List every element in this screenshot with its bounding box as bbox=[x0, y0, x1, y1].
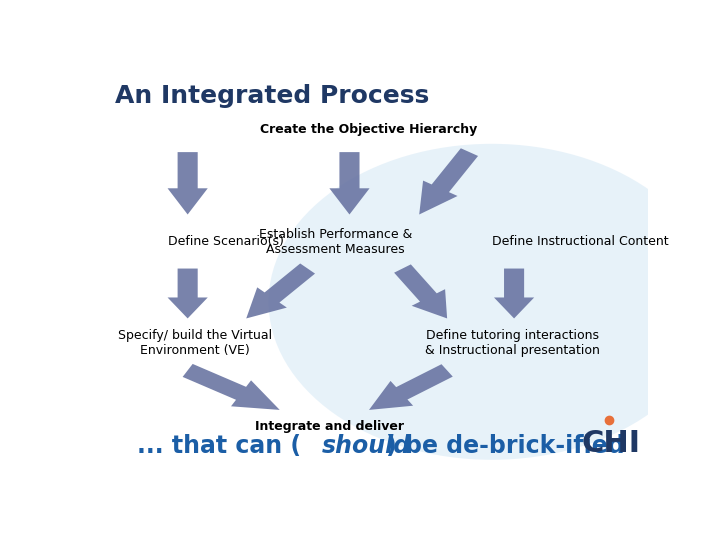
Polygon shape bbox=[419, 148, 478, 214]
Polygon shape bbox=[494, 268, 534, 319]
Polygon shape bbox=[329, 152, 369, 214]
Text: An Integrated Process: An Integrated Process bbox=[115, 84, 429, 107]
Text: Define Scenario(s): Define Scenario(s) bbox=[168, 235, 284, 248]
Text: should: should bbox=[322, 434, 410, 458]
Text: Integrate and deliver: Integrate and deliver bbox=[256, 420, 405, 433]
Text: Specify/ build the Virtual
Environment (VE): Specify/ build the Virtual Environment (… bbox=[118, 329, 272, 357]
Polygon shape bbox=[168, 152, 208, 214]
Polygon shape bbox=[246, 264, 315, 319]
Text: Create the Objective Hierarchy: Create the Objective Hierarchy bbox=[261, 123, 477, 136]
Text: ... that can (: ... that can ( bbox=[138, 434, 302, 458]
Text: CHI: CHI bbox=[581, 429, 640, 458]
Polygon shape bbox=[369, 364, 453, 410]
Ellipse shape bbox=[269, 144, 715, 460]
Text: Define Instructional Content: Define Instructional Content bbox=[492, 235, 668, 248]
Polygon shape bbox=[183, 364, 280, 410]
Text: Establish Performance &
Assessment Measures: Establish Performance & Assessment Measu… bbox=[258, 227, 413, 255]
Text: Define tutoring interactions
& Instructional presentation: Define tutoring interactions & Instructi… bbox=[425, 329, 600, 357]
Polygon shape bbox=[394, 265, 447, 319]
Polygon shape bbox=[168, 268, 208, 319]
Text: ) be de-brick-ified: ) be de-brick-ified bbox=[386, 434, 624, 458]
